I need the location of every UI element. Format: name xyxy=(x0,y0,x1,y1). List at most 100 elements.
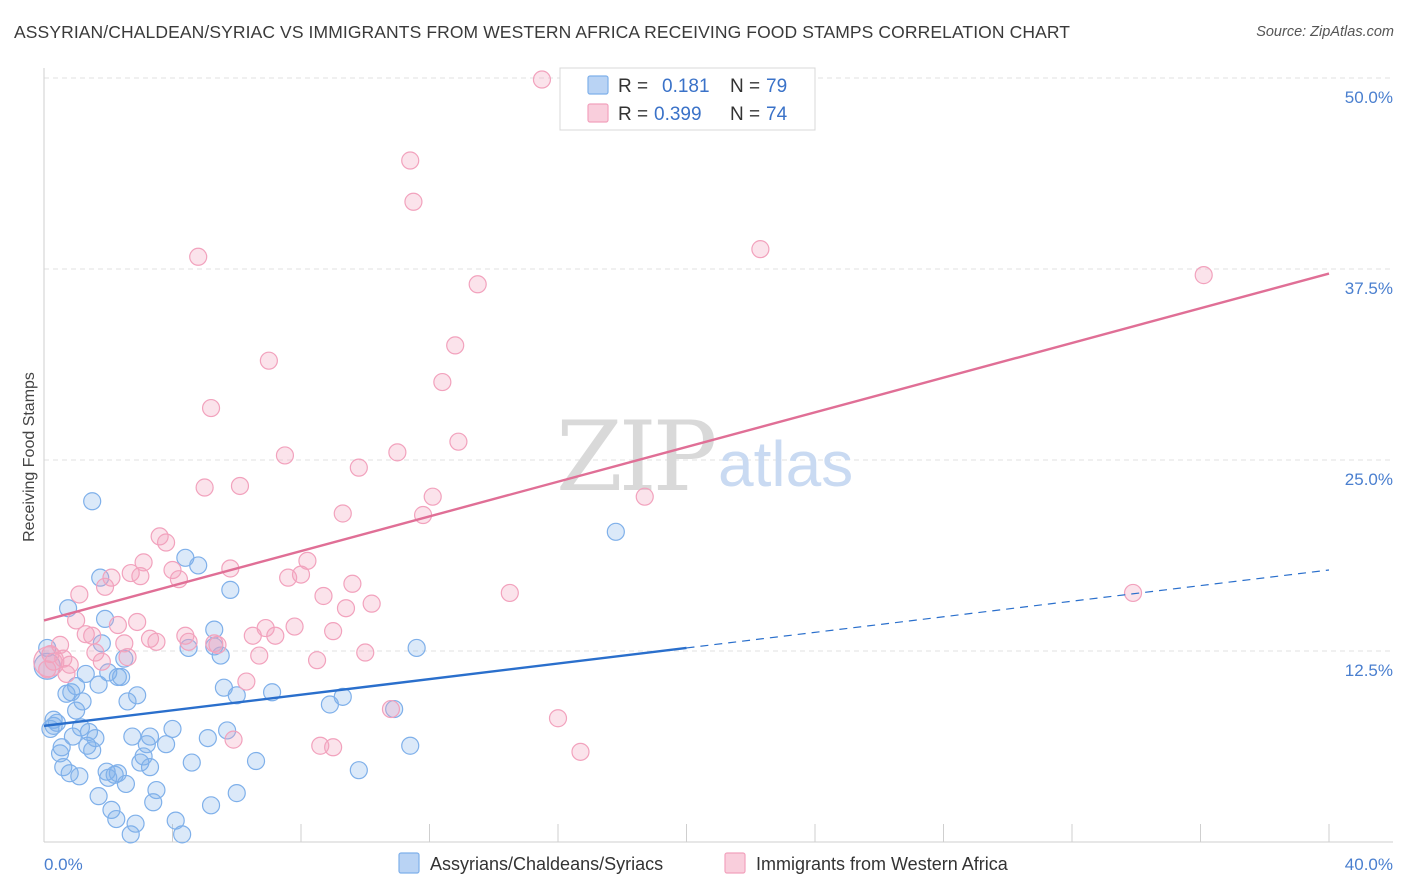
point-western-africa xyxy=(50,635,70,654)
point-western-africa xyxy=(336,599,356,618)
bottom-legend-swatch-pink xyxy=(724,852,746,874)
point-western-africa xyxy=(195,478,214,497)
point-western-africa-cluster xyxy=(33,646,65,678)
point-western-africa xyxy=(128,612,147,632)
point-assyrians xyxy=(118,692,137,711)
point-western-africa xyxy=(134,553,153,572)
point-assyrians xyxy=(182,753,201,772)
point-assyrians xyxy=(76,664,95,684)
series-assyrians-points xyxy=(33,492,625,844)
point-assyrians xyxy=(107,809,126,829)
point-assyrians xyxy=(89,787,108,806)
point-assyrians xyxy=(246,751,266,771)
point-western-africa xyxy=(179,632,198,651)
point-western-africa xyxy=(324,738,343,757)
point-assyrians xyxy=(99,768,118,787)
point-assyrians xyxy=(221,580,240,599)
x-tick-label-max: 40.0% xyxy=(1345,855,1393,874)
point-western-africa xyxy=(333,504,352,523)
point-western-africa xyxy=(324,622,343,641)
legend-r-label-blue: R = xyxy=(618,76,648,97)
point-western-africa xyxy=(118,648,137,667)
point-western-africa xyxy=(108,615,127,635)
y-tick-label: 12.5% xyxy=(1345,661,1393,680)
point-assyrians xyxy=(123,727,142,746)
bottom-legend-swatch-blue xyxy=(398,852,420,874)
x-tick-label-min: 0.0% xyxy=(44,855,83,874)
point-western-africa xyxy=(38,660,57,679)
trend-line-assyrians-extension xyxy=(686,569,1330,649)
point-assyrians xyxy=(52,738,71,757)
point-assyrians xyxy=(407,638,426,658)
point-western-africa xyxy=(381,699,401,719)
point-assyrians xyxy=(606,522,625,541)
point-assyrians xyxy=(116,774,136,794)
y-tick-label: 50.0% xyxy=(1345,88,1393,107)
point-assyrians xyxy=(163,719,182,739)
point-western-africa xyxy=(131,567,150,586)
point-western-africa xyxy=(86,643,105,662)
legend-swatch-blue xyxy=(587,75,609,95)
point-western-africa xyxy=(500,583,519,603)
x-axis-ticks xyxy=(43,824,1330,842)
point-western-africa xyxy=(60,655,79,674)
source-credit: Source: ZipAtlas.com xyxy=(1256,24,1394,40)
point-assyrians xyxy=(71,718,91,737)
point-western-africa xyxy=(259,351,278,370)
point-western-africa xyxy=(92,652,111,671)
point-assyrians xyxy=(73,692,92,711)
point-assyrians xyxy=(70,767,89,786)
point-assyrians xyxy=(92,634,111,653)
y-axis-label: Receiving Food Stamps xyxy=(21,372,38,542)
y-tick-label: 37.5% xyxy=(1345,279,1393,298)
legend-top: R = 0.181 N = 79 R = 0.399 N = 74 xyxy=(559,67,816,131)
point-western-africa xyxy=(314,586,333,606)
point-assyrians xyxy=(126,814,145,833)
watermark-zip: ZIP xyxy=(556,401,715,513)
point-western-africa xyxy=(156,533,176,552)
point-western-africa xyxy=(751,240,770,259)
point-assyrians xyxy=(147,780,166,800)
point-assyrians xyxy=(131,753,150,772)
point-western-africa xyxy=(571,742,590,761)
point-western-africa xyxy=(433,372,452,392)
point-assyrians xyxy=(83,492,102,511)
point-western-africa xyxy=(147,632,166,651)
point-assyrians xyxy=(205,620,224,639)
point-assyrians xyxy=(218,721,237,740)
point-western-africa xyxy=(70,585,89,604)
point-western-africa xyxy=(1194,266,1213,285)
point-western-africa xyxy=(423,487,442,506)
point-assyrians xyxy=(333,687,352,706)
point-western-africa xyxy=(635,487,654,506)
point-assyrians xyxy=(128,686,147,705)
point-assyrians xyxy=(198,728,217,748)
point-assyrians xyxy=(227,784,246,803)
legend-n-value-pink: 74 xyxy=(766,104,788,125)
point-western-africa xyxy=(401,151,420,170)
point-western-africa xyxy=(237,672,256,691)
y-tick-label: 25.0% xyxy=(1345,470,1393,489)
point-assyrians xyxy=(121,825,140,844)
point-western-africa xyxy=(250,646,269,665)
trend-line-western-africa xyxy=(43,272,1330,622)
series-western-africa-points xyxy=(33,70,1213,761)
point-assyrians xyxy=(67,677,86,696)
trend-line-assyrians xyxy=(43,646,687,728)
point-western-africa xyxy=(256,618,275,638)
point-western-africa xyxy=(298,551,317,570)
bottom-legend-label-blue: Assyrians/Chaldeans/Syriacs xyxy=(430,854,663,874)
point-assyrians xyxy=(89,675,108,694)
point-western-africa xyxy=(83,626,102,645)
chart-title: ASSYRIAN/CHALDEAN/SYRIAC VS IMMIGRANTS F… xyxy=(14,22,1071,42)
point-western-africa xyxy=(285,617,304,636)
point-western-africa xyxy=(446,336,465,355)
point-western-africa xyxy=(449,432,468,451)
legend-bottom: Assyrians/Chaldeans/Syriacs Immigrants f… xyxy=(398,852,1009,874)
point-western-africa xyxy=(388,443,407,462)
point-assyrians xyxy=(102,800,121,820)
point-assyrians xyxy=(50,744,70,763)
point-western-africa xyxy=(102,568,121,587)
point-western-africa xyxy=(1123,583,1143,603)
